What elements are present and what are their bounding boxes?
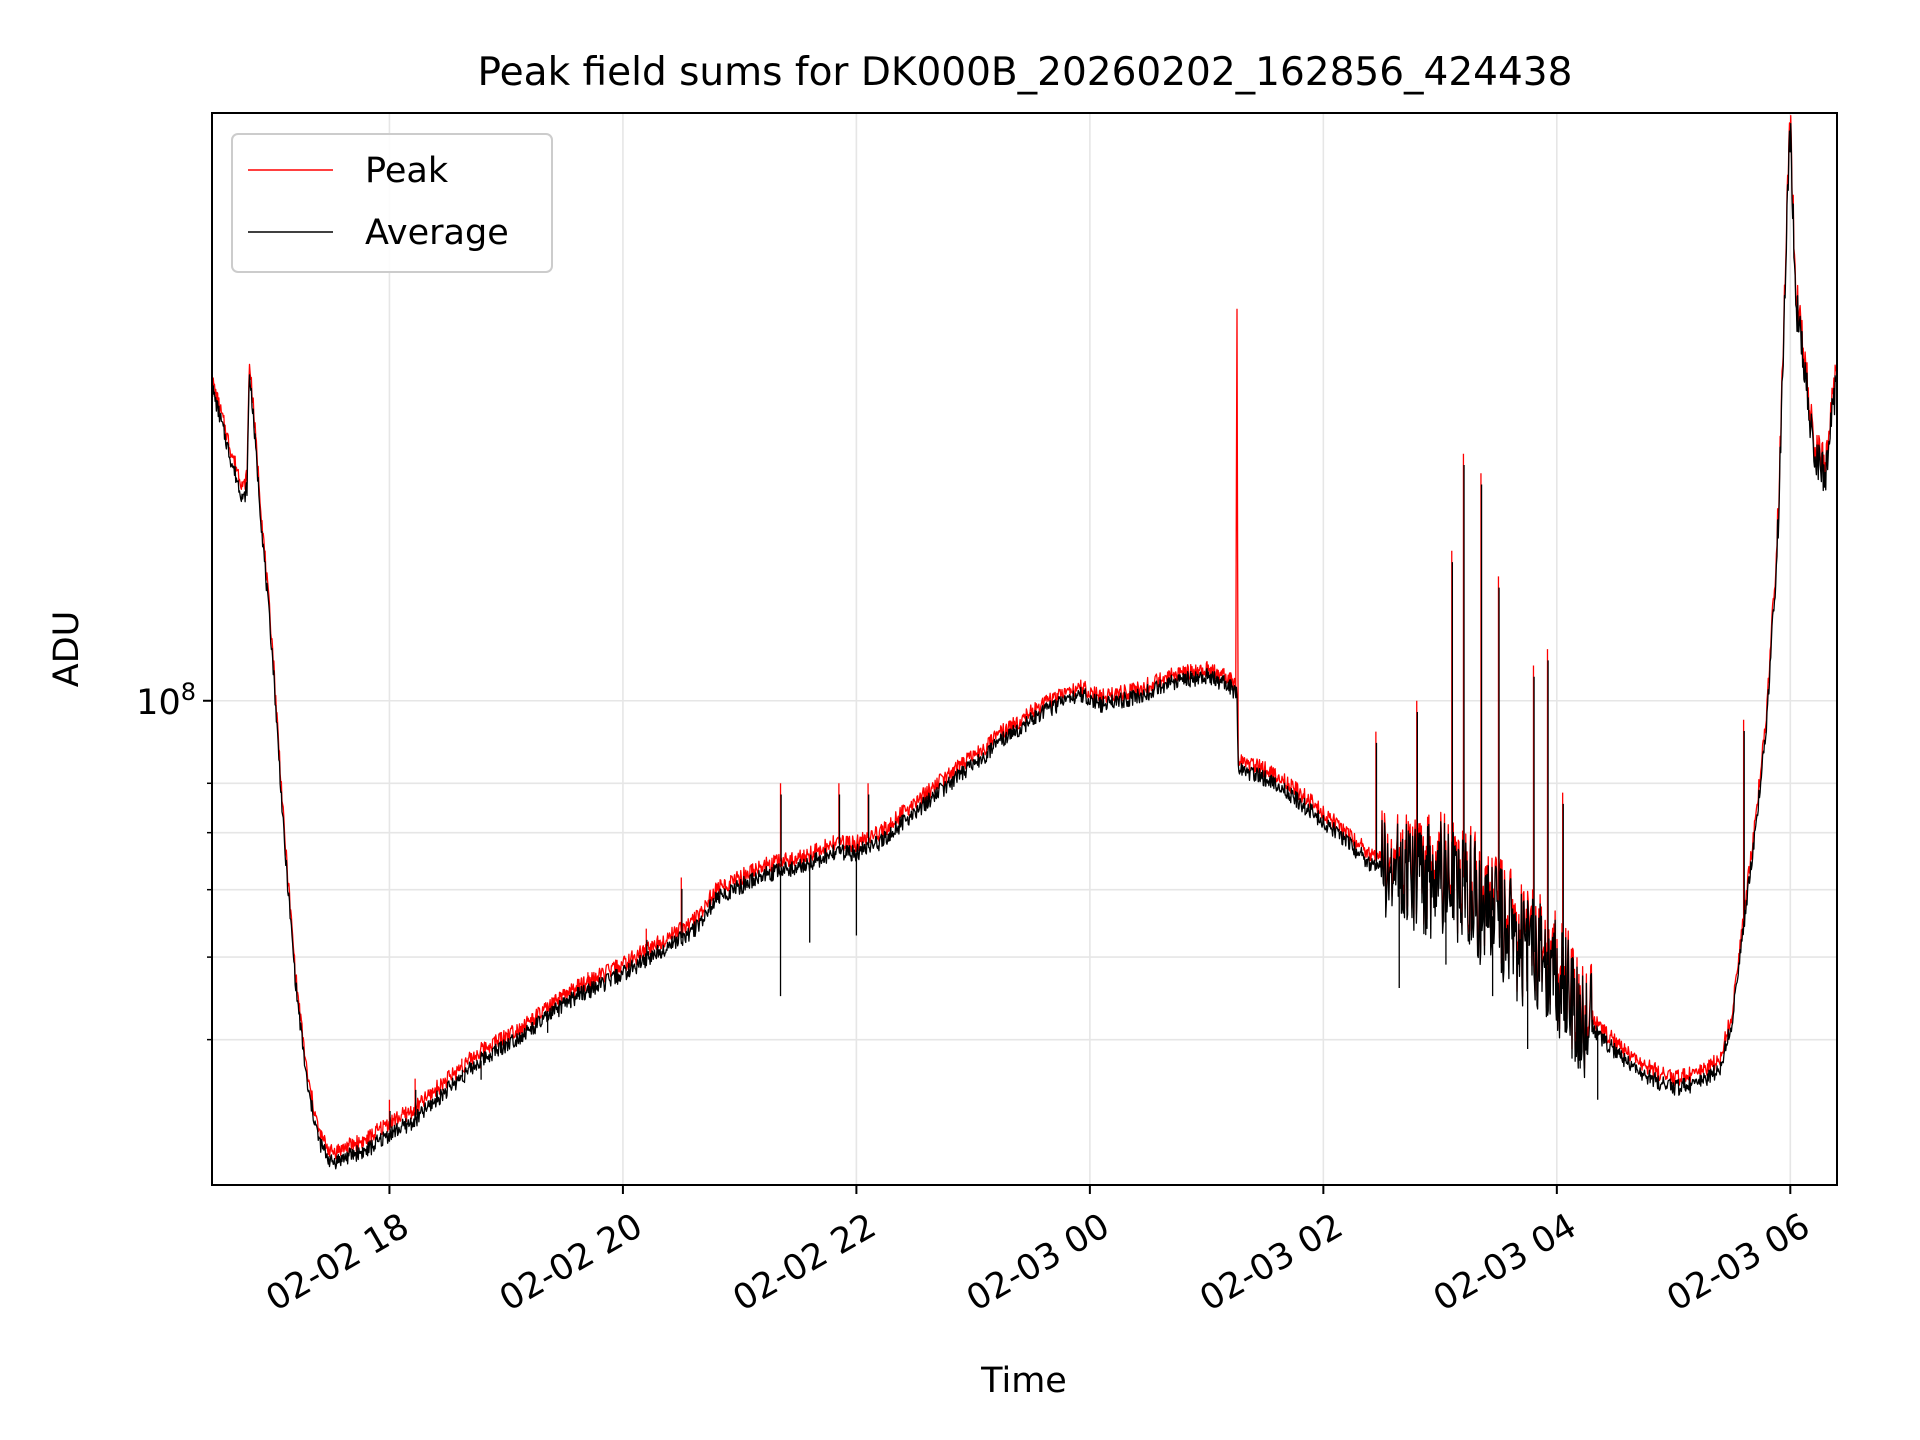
plot-lines — [212, 115, 1837, 1170]
x-axis-label: Time — [980, 1361, 1067, 1401]
grid — [212, 113, 1837, 1185]
y-tick-base: 10 — [136, 683, 181, 723]
series-line-average — [212, 122, 1837, 1170]
chart-title: Peak field sums for DK000B_20260202_1628… — [478, 50, 1573, 95]
y-axis-label: ADU — [47, 611, 87, 688]
plot-frame — [211, 112, 1838, 1186]
legend-average-label: Average — [365, 213, 509, 253]
y-axis-ticks: 108 — [136, 678, 212, 1041]
legend: Peak Average — [231, 133, 553, 273]
legend-box — [231, 133, 553, 273]
y-tick-label: 108 — [136, 678, 196, 723]
legend-peak-label: Peak — [365, 151, 449, 191]
y-tick-exponent: 8 — [181, 678, 196, 706]
